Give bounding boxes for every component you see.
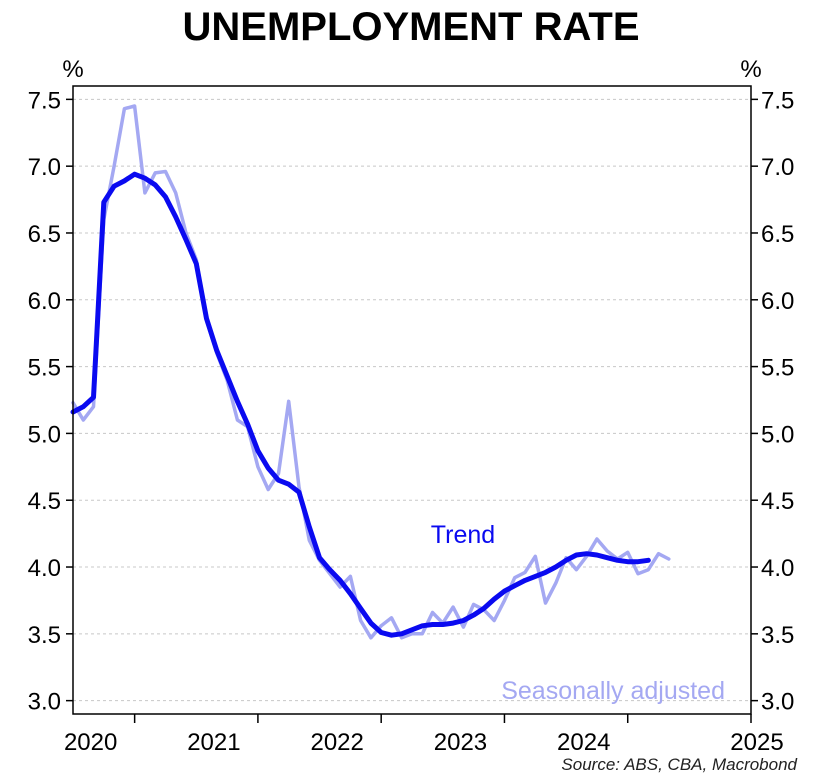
right-y-tick-label: 7.0: [761, 154, 794, 181]
x-tick-label: 2020: [64, 729, 117, 756]
x-tick-label: 2021: [187, 729, 240, 756]
x-tick-label: 2025: [730, 729, 783, 756]
seasonally-adjusted-series-label: Seasonally adjusted: [501, 677, 725, 705]
right-y-tick-label: 3.0: [761, 689, 794, 716]
x-tick-label: 2022: [310, 729, 363, 756]
seasonally-adjusted-series-line: [71, 104, 671, 640]
right-y-tick-label: 6.0: [761, 288, 794, 315]
x-tick-label: 2024: [557, 729, 610, 756]
right-y-tick-label: 3.5: [761, 622, 794, 649]
source-note: Source: ABS, CBA, Macrobond: [561, 755, 797, 774]
left-y-tick-label: 5.0: [28, 421, 61, 448]
right-y-tick-label: 5.0: [761, 421, 794, 448]
right-axis-unit: %: [740, 56, 761, 83]
gridlines: [73, 98, 751, 702]
plot-frame: [72, 85, 752, 715]
left-y-tick-label: 5.5: [28, 355, 61, 382]
right-y-tick-label: 5.5: [761, 355, 794, 382]
left-y-tick-label: 6.5: [28, 221, 61, 248]
x-tick-label: 2023: [434, 729, 487, 756]
right-y-tick-label: 4.0: [761, 555, 794, 582]
left-y-tick-label: 7.0: [28, 154, 61, 181]
axes: 3.0 3.0 3.5 3.5 4.0 4.0 4.5 4.5 5.0 5.0 5.5 5.5 6.0 6…: [28, 87, 795, 756]
series-lines: [70, 104, 671, 640]
left-y-tick-label: 3.0: [28, 689, 61, 716]
right-y-tick-label: 7.5: [761, 87, 794, 114]
trend-series-label: Trend: [431, 521, 495, 549]
left-y-tick-label: 7.5: [28, 87, 61, 114]
right-y-tick-label: 4.5: [761, 488, 794, 515]
chart-title: UNEMPLOYMENT RATE: [182, 5, 639, 49]
left-axis-unit: %: [62, 56, 83, 83]
left-y-tick-label: 4.0: [28, 555, 61, 582]
trend-series-line: [70, 171, 651, 638]
right-y-tick-label: 6.5: [761, 221, 794, 248]
left-y-tick-label: 4.5: [28, 488, 61, 515]
left-y-tick-label: 6.0: [28, 288, 61, 315]
left-y-tick-label: 3.5: [28, 622, 61, 649]
